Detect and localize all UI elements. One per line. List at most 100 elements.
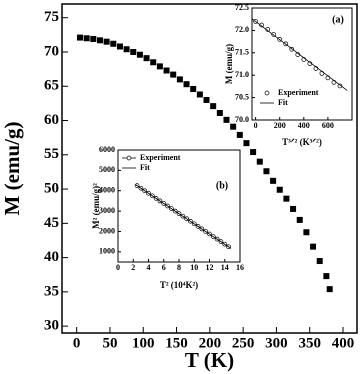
point: [146, 190, 151, 196]
y-tick-label: 60: [44, 112, 59, 128]
point: [289, 46, 295, 52]
point: [323, 273, 330, 280]
x-tick-label: 200: [274, 121, 286, 130]
y-tick-label: 70.0: [235, 115, 249, 124]
point: [90, 35, 97, 42]
point: [199, 226, 205, 232]
x-tick-label: 50: [102, 336, 117, 352]
y-axis-label: M² (emu/g)²: [91, 183, 101, 229]
point: [130, 48, 137, 55]
point: [253, 19, 258, 24]
y-tick-label: 6000: [99, 145, 115, 154]
point: [176, 76, 183, 83]
x-tick-label: 0: [254, 121, 258, 130]
point: [250, 149, 257, 156]
point: [214, 236, 220, 242]
annotation: (b): [216, 180, 228, 191]
x-tick-label: 0: [73, 336, 81, 352]
y-axis-label: M (emu/g): [224, 44, 234, 84]
y-tick-label: 40: [44, 249, 59, 265]
x-tick-label: 400: [298, 121, 310, 130]
point: [207, 231, 212, 237]
point: [163, 67, 170, 74]
y-tick-label: 75: [44, 9, 59, 25]
x-tick-label: 150: [165, 336, 188, 352]
x-tick-label: 14: [221, 263, 229, 272]
x-axis-label: T³ᐟ² (K³ᐟ²): [282, 137, 322, 147]
point: [310, 243, 317, 250]
point: [180, 213, 186, 219]
y-tick-label: 71.5: [235, 48, 249, 57]
fit-line: [251, 18, 348, 91]
point: [191, 221, 197, 227]
point: [210, 103, 217, 110]
point: [290, 205, 297, 212]
point: [165, 203, 170, 209]
x-tick-label: 10: [190, 263, 198, 272]
y-tick-label: 35: [44, 283, 59, 299]
point: [283, 195, 290, 202]
point: [157, 198, 163, 204]
x-tick-label: 6: [162, 263, 166, 272]
point: [76, 34, 83, 41]
legend-marker: [126, 155, 132, 161]
x-tick-label: 0: [116, 263, 120, 272]
point: [196, 91, 203, 98]
point: [203, 229, 209, 234]
y-tick-label: 2000: [99, 226, 115, 235]
y-tick-label: 70.5: [235, 92, 249, 101]
point: [110, 40, 117, 47]
point: [263, 168, 270, 175]
legend-label: Fit: [278, 98, 288, 107]
point: [142, 188, 148, 194]
annotation: (a): [332, 14, 344, 25]
y-tick-label: 55: [44, 146, 59, 162]
point: [256, 158, 263, 165]
x-tick-label: 100: [132, 336, 155, 352]
point: [236, 131, 243, 138]
x-tick-label: 16: [236, 263, 244, 272]
point: [170, 71, 177, 78]
point: [326, 286, 333, 293]
point: [277, 37, 283, 42]
y-tick-label: 30: [44, 318, 59, 334]
y-tick-label: 1000: [99, 247, 115, 256]
point: [149, 193, 155, 199]
point: [116, 43, 123, 50]
x-tick-label: 8: [177, 263, 181, 272]
y-tick-label: 50: [44, 181, 59, 197]
point: [188, 218, 193, 224]
point: [271, 32, 277, 37]
y-tick-label: 3000: [99, 206, 115, 215]
point: [203, 96, 210, 103]
y-tick-label: 5000: [99, 165, 115, 174]
y-tick-label: 70: [44, 43, 59, 59]
point: [296, 216, 303, 223]
point: [216, 109, 223, 116]
point: [337, 83, 343, 89]
legend-label: Experiment: [278, 88, 319, 97]
x-tick-label: 200: [199, 336, 222, 352]
point: [259, 22, 264, 28]
point: [210, 234, 216, 239]
y-tick-label: 72.5: [235, 3, 249, 12]
legend-marker: [264, 90, 270, 96]
point: [230, 123, 237, 130]
point: [270, 177, 277, 184]
point: [161, 201, 167, 206]
fit-line: [135, 184, 232, 249]
point: [303, 229, 310, 236]
point: [123, 46, 130, 53]
x-tick-label: 300: [265, 336, 288, 352]
x-tick-label: 600: [322, 121, 334, 130]
legend-label: Experiment: [140, 153, 181, 162]
point: [283, 41, 289, 47]
y-tick-label: 72.0: [235, 25, 249, 34]
x-tick-label: 350: [298, 336, 321, 352]
point: [176, 211, 182, 216]
y-axis-label: M (emu/g): [0, 122, 24, 216]
point: [96, 37, 103, 44]
point: [156, 63, 163, 70]
x-tick-label: 4: [147, 263, 151, 272]
